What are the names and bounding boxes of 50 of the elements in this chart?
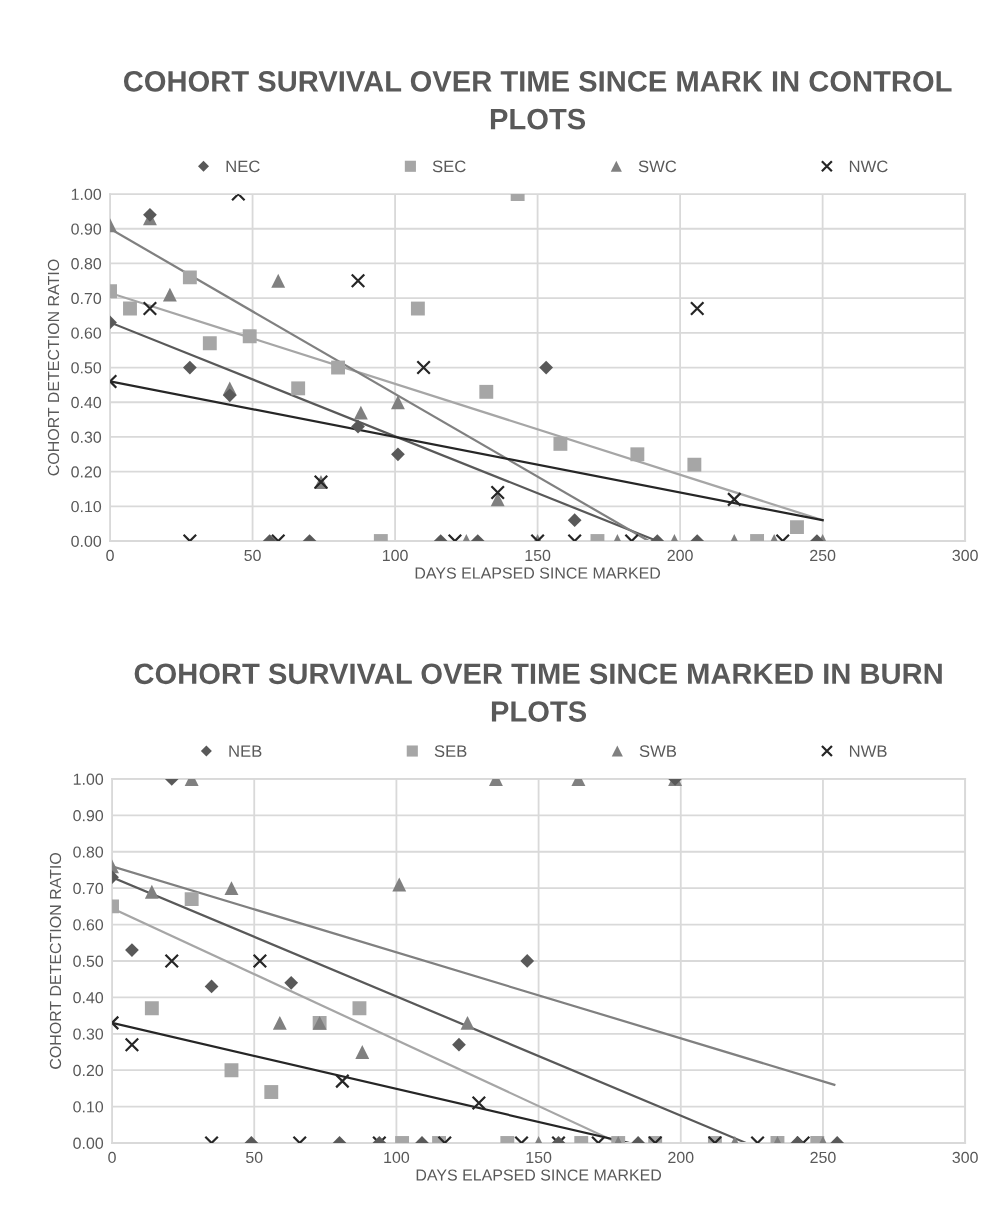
y-tick-label: 0.60 — [71, 327, 102, 339]
y-tick-label: 1.00 — [73, 773, 104, 785]
y-tick-label: 0.80 — [71, 258, 102, 270]
x-tick-label: 50 — [245, 1151, 263, 1164]
x-tick-label: 250 — [810, 549, 836, 562]
x-tick-label: 100 — [384, 1151, 410, 1164]
y-tick-label: 0.60 — [73, 919, 104, 931]
legend-label: NEB — [229, 745, 262, 757]
y-tick-label: 0.10 — [73, 1101, 104, 1113]
y-tick-label: 0.40 — [71, 396, 102, 409]
y-tick-label: 0.90 — [73, 810, 104, 822]
y-tick-label: 0.70 — [71, 292, 102, 305]
y-tick-label: 0.30 — [71, 431, 102, 443]
y-tick-label: 1.00 — [71, 188, 102, 200]
y-tick-label: 0.90 — [71, 223, 102, 235]
chart-title: COHORT SURVIVAL OVER TIME SINCE MARK IN CONTROL PLOTS — [123, 71, 952, 130]
legend-label: SEB — [434, 745, 467, 758]
legend-label: NWB — [849, 745, 887, 757]
y-tick-label: 0.00 — [73, 1137, 104, 1149]
x-axis-title: DAYS ELAPSED SINCE MARKED — [416, 1169, 662, 1181]
legend-label: NEC — [226, 160, 260, 173]
legend-label: SWC — [638, 160, 677, 173]
chart-title: COHORT SURVIVAL OVER TIME SINCE MARKED IN BURN PLOTS — [134, 663, 942, 722]
y-axis-title: COHORT DETECTION RATIO — [47, 259, 60, 476]
legend-label: SWB — [639, 745, 677, 758]
y-tick-label: 0.20 — [71, 466, 102, 478]
x-tick-label: 100 — [382, 549, 408, 562]
y-tick-label: 0.70 — [73, 882, 104, 895]
legend-label: NWC — [849, 160, 888, 173]
y-tick-label: 0.00 — [71, 535, 102, 547]
y-axis-title: COHORT DETECTION RATIO — [49, 853, 62, 1069]
y-tick-label: 0.50 — [71, 362, 102, 374]
legend-label: SEC — [432, 160, 466, 173]
x-tick-label: 250 — [810, 1151, 836, 1164]
y-tick-label: 0.80 — [73, 846, 104, 858]
x-tick-label: 150 — [525, 549, 551, 562]
x-tick-label: 0 — [108, 1151, 116, 1164]
y-tick-label: 0.40 — [73, 992, 104, 1004]
x-tick-label: 200 — [667, 549, 693, 562]
x-tick-label: 300 — [952, 1151, 978, 1164]
y-tick-label: 0.50 — [73, 955, 104, 967]
x-tick-label: 200 — [668, 1151, 694, 1164]
x-axis-title: DAYS ELAPSED SINCE MARKED — [415, 567, 661, 579]
y-tick-label: 0.20 — [73, 1064, 104, 1077]
y-tick-label: 0.10 — [71, 500, 102, 513]
x-tick-label: 300 — [952, 549, 978, 562]
x-tick-label: 50 — [244, 549, 261, 562]
y-tick-label: 0.30 — [73, 1028, 104, 1040]
x-tick-label: 150 — [526, 1151, 552, 1164]
x-tick-label: 0 — [106, 549, 114, 562]
